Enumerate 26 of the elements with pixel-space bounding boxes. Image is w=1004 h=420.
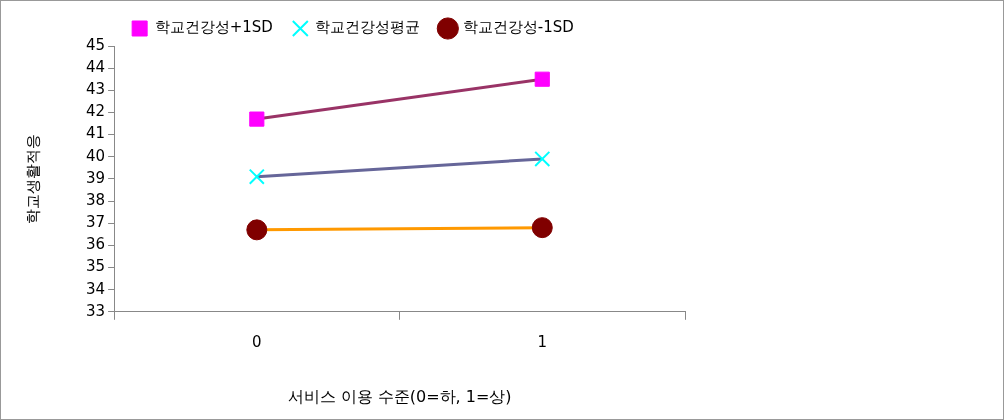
y-tick-label: 40 — [85, 146, 106, 165]
point — [534, 150, 551, 168]
legend-label: 학교건강성+1SD — [154, 18, 273, 37]
point — [248, 168, 265, 185]
x-axis-title: 서비스 이용 수준(0=하, 1=상) — [287, 386, 512, 406]
y-tick-label: 43 — [85, 80, 106, 99]
y-tick-label: 38 — [85, 190, 106, 209]
y-tick-label: 42 — [85, 102, 106, 121]
legend-label: 학교건강성평균 — [315, 18, 421, 37]
x-tick-label: 1 — [537, 332, 548, 351]
y-tick-label: 44 — [85, 58, 106, 77]
y-tick-label: 35 — [85, 257, 106, 276]
y-tick-label: 37 — [85, 213, 106, 232]
x-tick-label: 0 — [252, 332, 262, 351]
y-tick-label: 41 — [85, 124, 106, 143]
legend-label: 학교건강성-1SD — [462, 18, 574, 37]
y-tick-label: 33 — [85, 301, 106, 320]
point — [246, 219, 268, 241]
y-axis-title: 학교생활적응 — [23, 133, 42, 224]
y-tick-label: 34 — [85, 279, 106, 298]
y-tick-label: 45 — [85, 35, 106, 54]
point — [249, 111, 265, 127]
point — [534, 71, 550, 87]
y-tick-label: 36 — [85, 235, 106, 254]
y-tick-label: 39 — [85, 168, 106, 187]
point — [531, 217, 553, 239]
